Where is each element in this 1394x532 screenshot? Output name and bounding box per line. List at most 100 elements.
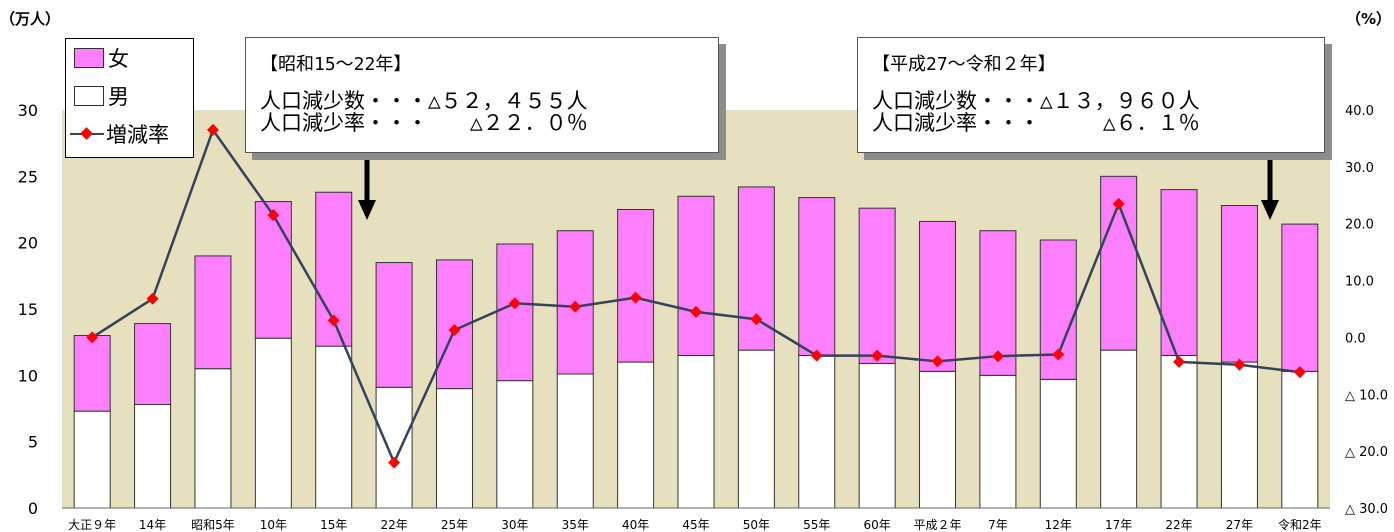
bar-female <box>73 335 111 412</box>
bar-male <box>1160 354 1198 509</box>
callout-showa-title: 【昭和15～22年】 <box>260 54 412 75</box>
x-tick-label: 22年 <box>380 518 407 532</box>
bar-male <box>979 374 1017 509</box>
bar-female <box>858 207 896 364</box>
y-right-tick-label: △ 20.0 <box>1345 445 1388 460</box>
legend-item-rate: 増減率 <box>70 119 169 149</box>
rate-point <box>810 349 823 362</box>
rate-point <box>629 291 642 304</box>
legend-label-rate: 増減率 <box>106 123 169 147</box>
bar-female <box>134 323 172 406</box>
bar-male <box>375 386 413 509</box>
bar-male <box>617 361 655 509</box>
y-left-tick-label: 10 <box>18 366 38 385</box>
bar-male <box>737 349 775 509</box>
rate-point <box>1052 348 1065 361</box>
bar-male <box>435 388 473 509</box>
rate-point <box>508 297 521 310</box>
x-tick-label: 昭和5年 <box>191 518 235 532</box>
rate-point <box>206 123 219 136</box>
bar-male <box>556 373 594 509</box>
rate-point <box>1112 197 1125 210</box>
y-right-tick-label: 10.0 <box>1345 275 1374 290</box>
rate-point <box>871 349 884 362</box>
y-right-tick-label: 20.0 <box>1345 218 1374 233</box>
x-tick-label: 14年 <box>139 518 166 532</box>
bar-male <box>1220 361 1258 509</box>
right-axis-unit: （%） <box>1346 10 1392 28</box>
x-tick-label: 10年 <box>260 518 287 532</box>
bar-female <box>919 220 957 372</box>
bar-female <box>677 195 715 356</box>
callout-heisei-decrease-count: 人口減少数・・・△１３，９６０人 <box>872 89 1200 113</box>
bar-male <box>134 404 172 509</box>
x-tick-label: 大正９年 <box>68 518 116 532</box>
bar-female <box>194 255 232 370</box>
bar-female <box>1281 223 1319 372</box>
x-tick-label: 25年 <box>441 518 468 532</box>
x-tick-label: 17年 <box>1105 518 1132 532</box>
x-tick-label: 令和2年 <box>1278 517 1322 532</box>
y-left-tick-label: 30 <box>18 101 38 120</box>
x-tick-label: 50年 <box>743 518 770 532</box>
y-right-tick-label: 0.0 <box>1345 331 1366 346</box>
y-left-tick-label: 20 <box>18 234 38 253</box>
arrow-showa-head <box>358 200 376 220</box>
callout-showa: 【昭和15～22年】 人口減少数・・・△５２，４５５人 人口減少率・・・ △２２… <box>245 37 719 153</box>
rate-point <box>931 355 944 368</box>
bar-female <box>798 197 836 356</box>
y-left-tick-label: 15 <box>18 300 38 319</box>
y-left-tick-label: 5 <box>28 433 38 452</box>
rate-point <box>327 314 340 327</box>
rate-point <box>267 209 280 222</box>
bar-male <box>1039 378 1077 509</box>
x-tick-label: 22年 <box>1165 518 1192 532</box>
rate-point <box>1233 358 1246 371</box>
rate-point <box>448 324 461 337</box>
bar-male <box>1100 349 1138 509</box>
bar-female <box>617 209 655 363</box>
y-left-tick-label: 25 <box>18 167 38 186</box>
bar-male <box>194 368 232 509</box>
bar-male <box>798 354 836 509</box>
x-tick-label: 平成２年 <box>914 518 962 532</box>
legend-label-female: 女 <box>108 47 129 71</box>
bar-male <box>1281 370 1319 509</box>
y-right-tick-label: △ 10.0 <box>1345 388 1388 403</box>
legend: 女 男 増減率 <box>65 38 194 158</box>
callout-showa-decrease-rate: 人口減少率・・・ △２２．０％ <box>260 111 588 135</box>
legend-swatch-male <box>74 86 104 106</box>
arrow-heisei-head <box>1261 200 1279 220</box>
rate-point <box>750 313 763 326</box>
x-tick-label: 45年 <box>682 518 709 532</box>
bar-male <box>858 362 896 509</box>
callout-heisei: 【平成27～令和２年】 人口減少数・・・△１３，９６０人 人口減少率・・・ △６… <box>857 37 1325 153</box>
bar-female <box>254 201 292 339</box>
bar-male <box>919 370 957 509</box>
rate-point <box>86 331 99 344</box>
rate-point <box>569 300 582 313</box>
legend-label-male: 男 <box>108 85 129 109</box>
x-tick-label: 15年 <box>320 518 347 532</box>
rate-point <box>991 350 1004 363</box>
x-tick-label: 12年 <box>1045 518 1072 532</box>
x-tick-label: 55年 <box>803 518 830 532</box>
callout-showa-decrease-count: 人口減少数・・・△５２，４５５人 <box>260 89 588 113</box>
x-tick-label: 40年 <box>622 518 649 532</box>
legend-item-female: 女 <box>74 43 129 73</box>
x-tick-label: 27年 <box>1226 518 1253 532</box>
rate-point <box>1173 355 1186 368</box>
legend-swatch-female <box>74 48 104 68</box>
left-axis-unit: （万人） <box>0 10 61 28</box>
x-tick-label: 7年 <box>988 518 1008 532</box>
bar-male <box>254 337 292 509</box>
x-tick-label: 60年 <box>864 518 891 532</box>
bar-female <box>1220 205 1258 363</box>
y-right-tick-label: 30.0 <box>1345 161 1374 176</box>
rate-point <box>690 305 702 318</box>
y-left-tick-label: 0 <box>28 499 38 518</box>
rate-point <box>146 292 159 305</box>
x-tick-label: 30年 <box>501 518 528 532</box>
legend-swatch-rate <box>70 124 104 144</box>
